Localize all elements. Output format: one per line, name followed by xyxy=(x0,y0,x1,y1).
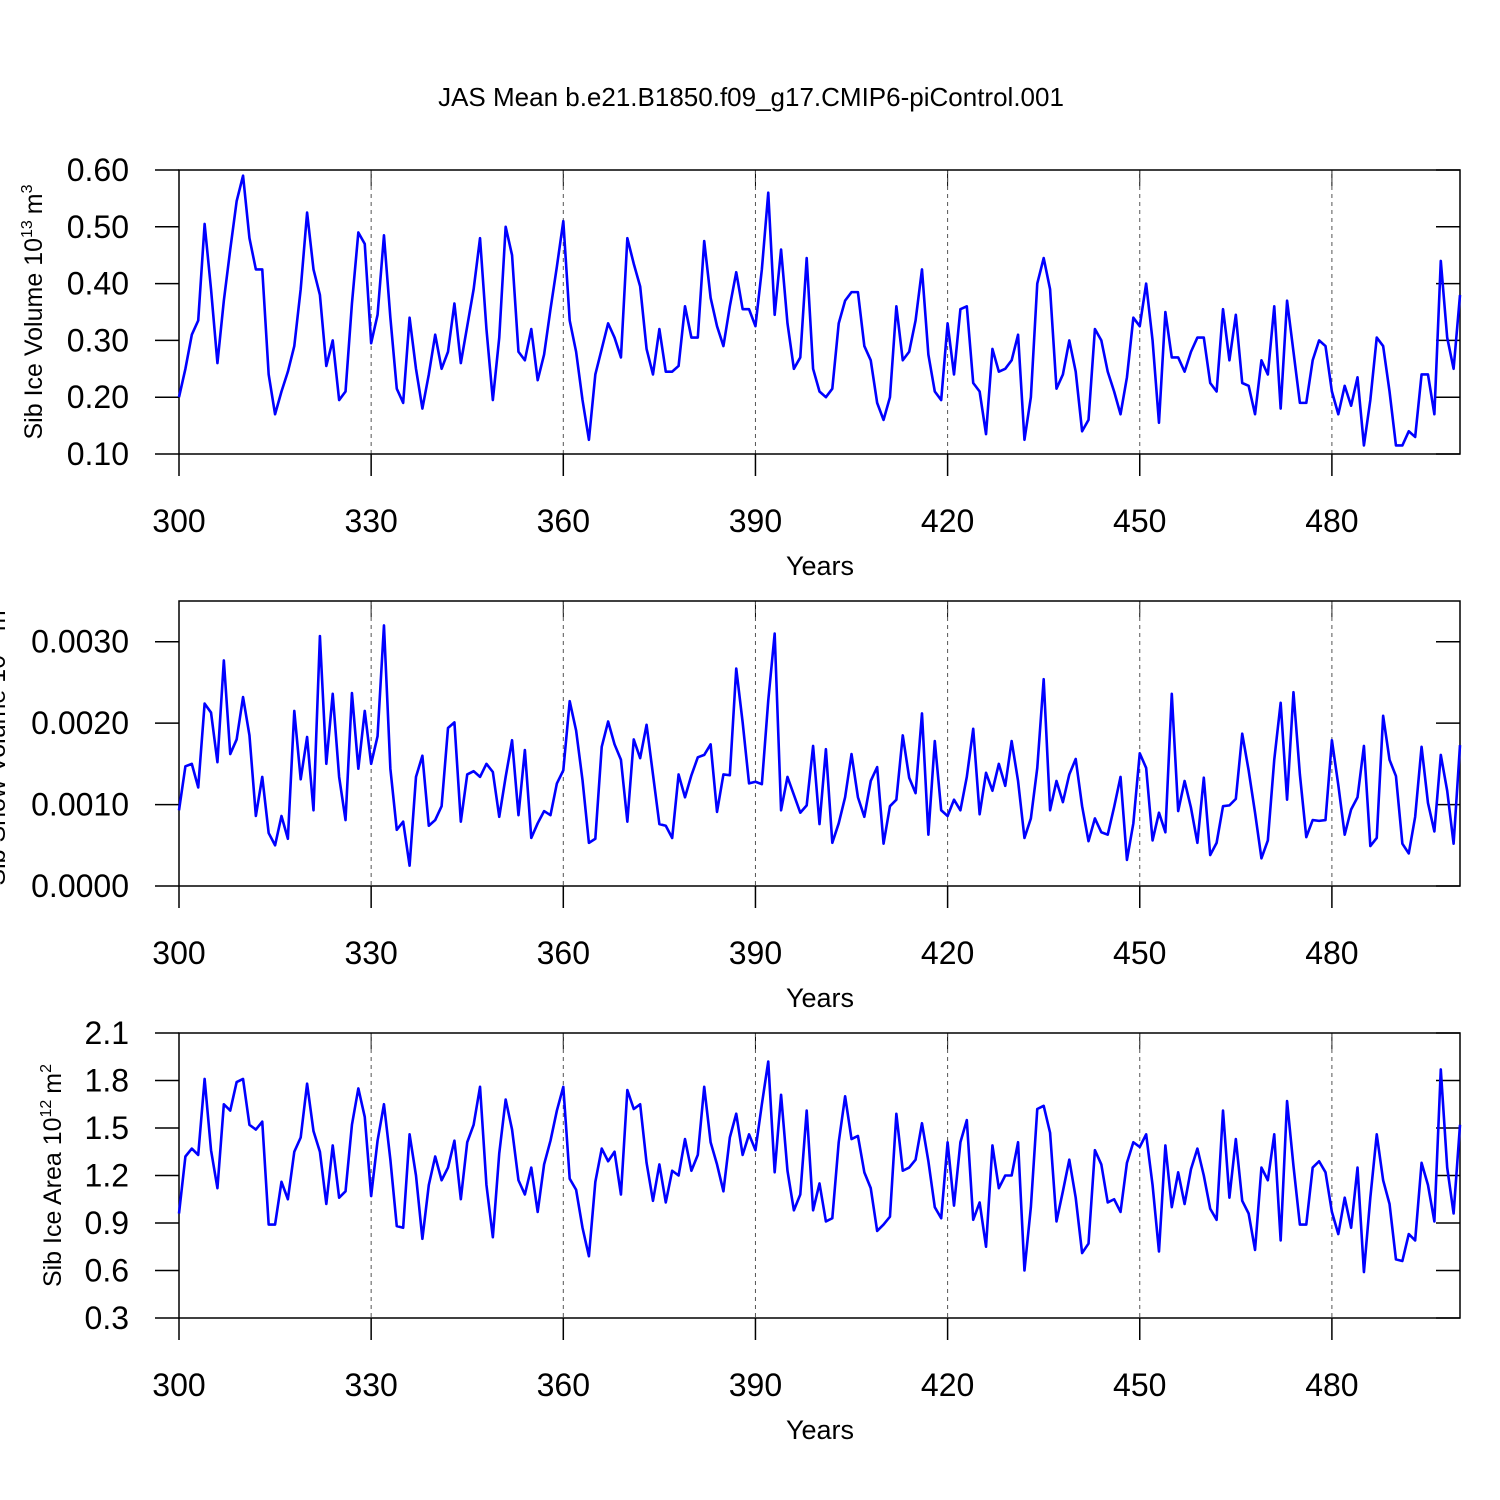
x-tick-label: 480 xyxy=(1305,503,1358,539)
x-tick-label: 450 xyxy=(1113,503,1166,539)
data-line xyxy=(177,174,1462,447)
x-axis-title: Years xyxy=(786,983,854,1013)
x-tick-label: 330 xyxy=(344,935,397,971)
y-tick-label: 0.10 xyxy=(67,436,129,472)
x-tick-label: 420 xyxy=(921,935,974,971)
y-axis-title-part: Sib Ice Area 10 xyxy=(39,1117,67,1287)
y-tick-label: 1.8 xyxy=(85,1063,129,1099)
y-tick-label: 0.30 xyxy=(67,322,129,358)
x-tick-label: 480 xyxy=(1305,935,1358,971)
data-line xyxy=(177,624,1462,867)
y-axis-title-part: 3 xyxy=(19,184,36,193)
y-axis-title-part: m xyxy=(0,610,11,631)
x-tick-label: 450 xyxy=(1113,1367,1166,1403)
y-axis-title-part: 2 xyxy=(38,1064,55,1073)
y-tick-label: 0.0010 xyxy=(31,787,129,823)
y-tick-label: 0.20 xyxy=(67,379,129,415)
y-axis-title: Sib Ice Volume 1013 m3 xyxy=(19,184,48,439)
x-axis-title: Years xyxy=(786,1415,854,1445)
y-tick-label: 0.50 xyxy=(67,209,129,245)
y-axis-title-part: m xyxy=(20,193,48,214)
x-tick-label: 300 xyxy=(152,503,205,539)
x-tick-label: 360 xyxy=(537,503,590,539)
plot-frame xyxy=(178,169,1461,455)
y-tick-label: 1.2 xyxy=(85,1158,129,1194)
x-tick-label: 390 xyxy=(729,1367,782,1403)
y-tick-label: 0.9 xyxy=(85,1205,129,1241)
y-tick-label: 0.40 xyxy=(67,266,129,302)
x-tick-label: 360 xyxy=(537,935,590,971)
y-axis-title: Sib Ice Area 1012 m2 xyxy=(38,1064,67,1287)
x-tick-label: 330 xyxy=(344,1367,397,1403)
plot-frame xyxy=(178,1032,1461,1319)
x-tick-label: 450 xyxy=(1113,935,1166,971)
data-line xyxy=(177,1060,1462,1274)
x-tick-label: 330 xyxy=(344,503,397,539)
x-tick-label: 420 xyxy=(921,1367,974,1403)
y-tick-label: 0.0020 xyxy=(31,705,129,741)
x-tick-label: 300 xyxy=(152,1367,205,1403)
y-axis-title-part: 12 xyxy=(38,1100,55,1118)
x-tick-label: 480 xyxy=(1305,1367,1358,1403)
x-tick-label: 390 xyxy=(729,503,782,539)
y-tick-label: 0.0030 xyxy=(31,624,129,660)
y-axis-title: Sib Snow Volume 1013m3 xyxy=(0,601,11,885)
x-tick-label: 390 xyxy=(729,935,782,971)
y-axis-title-part: Sib Snow Volume 10 xyxy=(0,655,11,886)
y-tick-label: 0.3 xyxy=(85,1300,129,1336)
chart-title: JAS Mean b.e21.B1850.f09_g17.CMIP6-piCon… xyxy=(438,82,1064,112)
y-axis-title-part: Sib Ice Volume 10 xyxy=(20,238,48,440)
plot-frame xyxy=(178,600,1461,887)
y-axis-title-part: 13 xyxy=(19,220,36,238)
x-tick-label: 420 xyxy=(921,503,974,539)
x-tick-label: 360 xyxy=(537,1367,590,1403)
y-tick-label: 2.1 xyxy=(85,1015,129,1051)
y-axis-title-part: m xyxy=(39,1073,67,1094)
x-axis-title: Years xyxy=(786,551,854,581)
x-tick-label: 300 xyxy=(152,935,205,971)
y-tick-label: 0.60 xyxy=(67,152,129,188)
y-tick-label: 1.5 xyxy=(85,1110,129,1146)
y-tick-label: 0.6 xyxy=(85,1253,129,1289)
y-tick-label: 0.0000 xyxy=(31,868,129,904)
